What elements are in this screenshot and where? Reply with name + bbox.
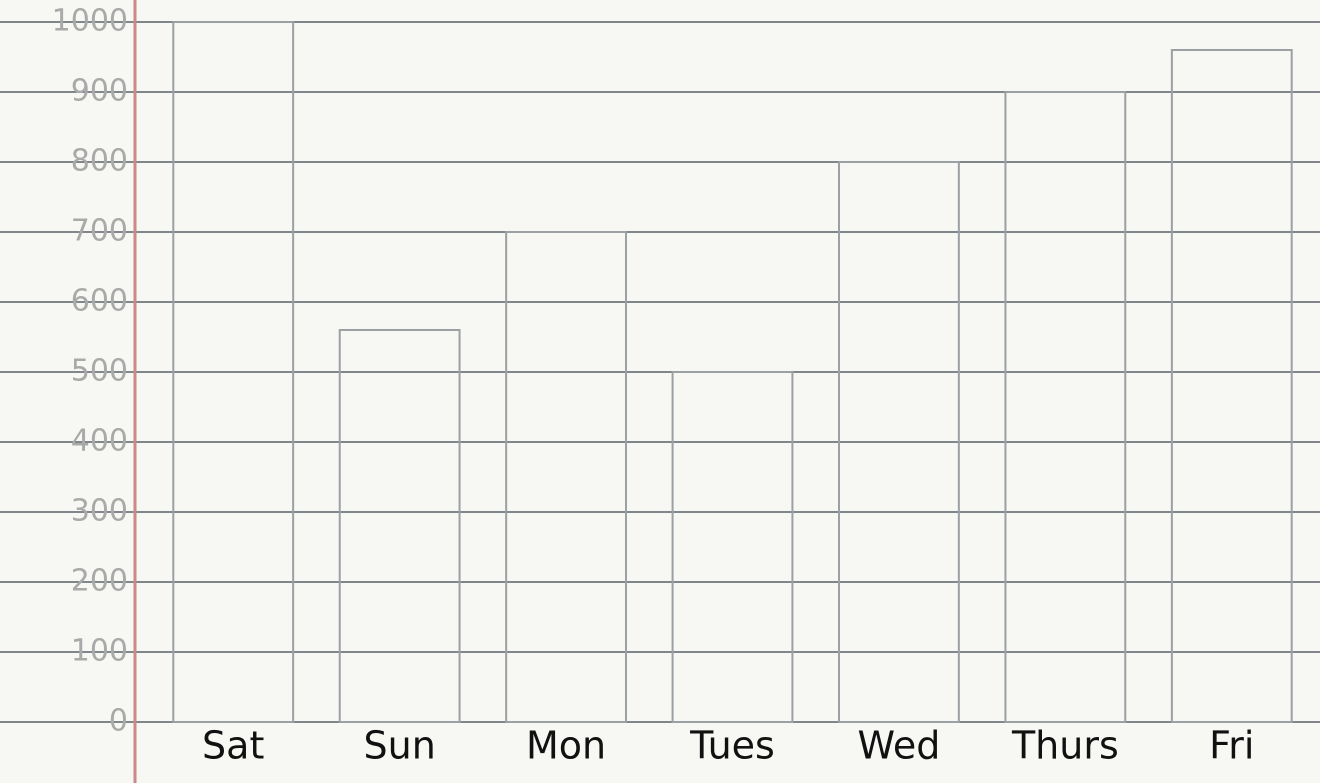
y-tick-label: 500 — [71, 354, 128, 389]
x-tick-label: Sun — [363, 724, 435, 768]
x-tick-label: Tues — [689, 724, 775, 768]
x-tick-label: Wed — [857, 724, 940, 768]
y-tick-label: 700 — [71, 214, 128, 249]
chart: 0 100 200 300 400 500 600 700 800 900 1000 Sat Sun Mo… — [0, 0, 1320, 783]
y-tick-label: 100 — [71, 634, 128, 669]
paper — [0, 0, 1320, 783]
y-tick-label: 400 — [71, 424, 128, 459]
y-tick-label: 800 — [71, 144, 128, 179]
x-tick-label: Fri — [1209, 724, 1254, 768]
y-tick-label: 1000 — [52, 4, 128, 39]
y-tick-label: 200 — [71, 564, 128, 599]
y-tick-label: 600 — [71, 284, 128, 319]
page: {"chart_data": {"type": "bar", "categori… — [0, 0, 1320, 783]
y-tick-label: 300 — [71, 494, 128, 529]
y-tick-label: 0 — [109, 704, 128, 739]
x-tick-label: Mon — [526, 724, 606, 768]
x-tick-label: Sat — [202, 724, 264, 768]
x-tick-label: Thurs — [1011, 724, 1119, 768]
y-tick-label: 900 — [71, 74, 128, 109]
